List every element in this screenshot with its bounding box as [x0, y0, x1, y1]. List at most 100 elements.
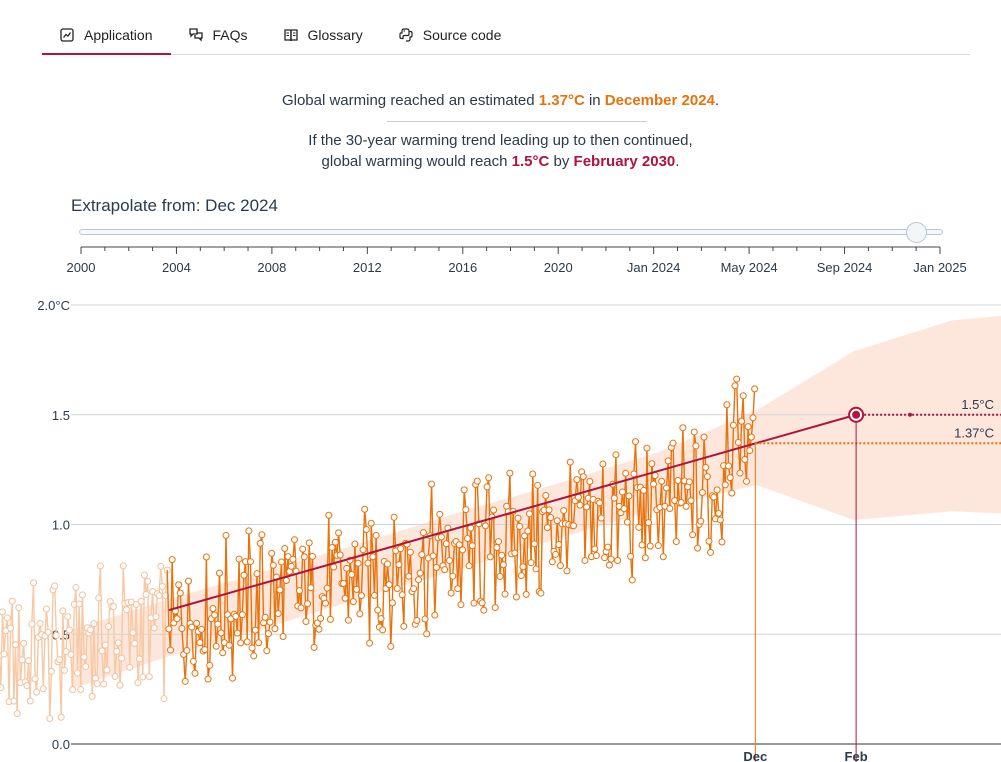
anomaly-point [96, 562, 104, 570]
anomaly-point [689, 531, 697, 539]
anomaly-segment [695, 445, 699, 549]
anomaly-point [739, 392, 747, 400]
anomaly-point [310, 643, 318, 651]
anomaly-segment [62, 610, 66, 671]
anomaly-point [530, 540, 538, 548]
anomaly-point [248, 644, 256, 652]
anomaly-point [335, 529, 343, 537]
anomaly-point [638, 541, 646, 549]
anomaly-segment [478, 523, 482, 602]
anomaly-point [718, 538, 726, 546]
anomaly-point [537, 589, 545, 597]
anomaly-point [721, 481, 729, 489]
anomaly-point [36, 619, 44, 627]
anomaly-point [454, 585, 462, 593]
tab-faqs[interactable]: FAQs [171, 16, 266, 53]
anomaly-point [552, 550, 560, 558]
anomaly-segment [311, 556, 315, 648]
anomaly-point [118, 654, 126, 662]
anomaly-segment [549, 517, 554, 562]
anomaly-segment [460, 549, 464, 605]
anomaly-point [264, 630, 272, 638]
anomaly-point [370, 591, 378, 599]
anomaly-point [322, 599, 330, 607]
anomaly-segment [427, 535, 431, 559]
anomaly-point [486, 553, 494, 561]
anomaly-point [354, 559, 362, 567]
anomaly-point [198, 625, 206, 633]
anomaly-segment [390, 602, 394, 647]
anomaly-segment [735, 379, 740, 443]
anomaly-point [46, 714, 54, 722]
anomaly-point [193, 619, 201, 627]
extrapolate-slider-track[interactable] [79, 229, 943, 235]
anomaly-point [694, 544, 702, 552]
anomaly-point [256, 539, 264, 547]
anomaly-segment [42, 636, 46, 689]
anomaly-point [646, 542, 654, 550]
anomaly-segment [329, 547, 333, 620]
summary-line-2: If the 30-year warming trend leading up … [0, 130, 1001, 172]
anomaly-segment [253, 630, 257, 656]
summary-text: . [714, 92, 720, 109]
tab-application[interactable]: Application [42, 16, 171, 55]
tab-source-code[interactable]: Source code [381, 16, 520, 53]
anomaly-point [421, 615, 429, 623]
line-chart-icon [60, 27, 74, 42]
anomaly-point [494, 538, 502, 546]
anomaly-point [181, 677, 189, 685]
anomaly-point [29, 579, 37, 587]
anomaly-segment [0, 611, 4, 688]
anomaly-point [28, 620, 36, 628]
anomaly-point [736, 469, 744, 477]
anomaly-point [67, 650, 75, 658]
anomaly-segment [19, 659, 23, 683]
anomaly-point [308, 552, 316, 560]
slider-tick-label: 2004 [162, 260, 191, 275]
anomaly-point [59, 607, 67, 615]
anomaly-point [74, 669, 82, 677]
anomaly-point [217, 629, 225, 637]
anomaly-segment [515, 518, 519, 598]
y-tick-label: 1.0 [52, 518, 70, 533]
anomaly-point [465, 562, 473, 570]
anomaly-segment [726, 404, 730, 466]
anomaly-segment [261, 534, 265, 623]
anomaly-point [499, 561, 507, 569]
anomaly-segment [181, 628, 185, 655]
anomaly-point [524, 527, 532, 535]
anomaly-point [601, 554, 609, 562]
anomaly-segment [179, 593, 183, 629]
anomaly-point [13, 710, 21, 718]
anomaly-point [72, 584, 80, 592]
anomaly-point [687, 497, 695, 505]
anomaly-segment [370, 523, 374, 557]
anomaly-point [313, 619, 321, 627]
anomaly-point [374, 606, 382, 614]
anomaly-segment [120, 565, 124, 659]
anomaly-segment [166, 570, 170, 630]
anomaly-point [43, 605, 51, 613]
anomaly-segment [187, 581, 191, 624]
anomaly-point [741, 456, 749, 464]
anomaly-segment [584, 506, 588, 561]
anomaly-point [150, 624, 158, 632]
anomaly-point [581, 556, 589, 564]
anomaly-point [315, 625, 323, 633]
anomaly-point [457, 601, 465, 609]
anomaly-point [734, 438, 742, 446]
anomaly-point [731, 382, 739, 390]
anomaly-point [269, 561, 277, 569]
anomaly-segment [572, 500, 576, 526]
anomaly-segment [646, 448, 650, 523]
tab-glossary[interactable]: Glossary [266, 16, 381, 53]
anomaly-segment [205, 556, 209, 680]
anomaly-point [618, 488, 626, 496]
threshold-label: 1.37°C [954, 425, 994, 440]
anomaly-point [715, 509, 723, 517]
threshold-label: 1.5°C [961, 397, 994, 412]
extrapolate-slider-handle[interactable] [906, 222, 927, 243]
anomaly-segment [662, 506, 666, 557]
threshold-marker [908, 412, 912, 417]
anomaly-point [251, 626, 259, 634]
